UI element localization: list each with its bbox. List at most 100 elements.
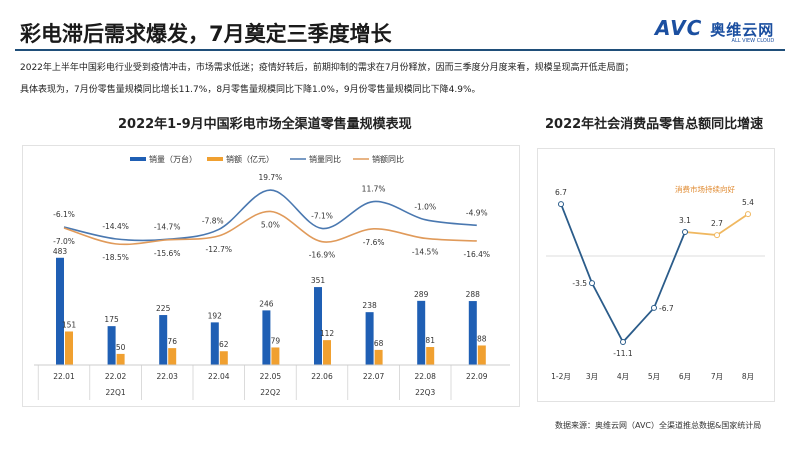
bar-value-label: 88 bbox=[477, 334, 487, 343]
intro-line-1: 2022年上半年中国彩电行业受到疫情冲击，市场需求低迷；疫情好转后，前期抑制的需… bbox=[20, 63, 634, 73]
x-tick-label: 6月 bbox=[679, 372, 691, 381]
bar-volume bbox=[56, 257, 64, 365]
x-tick-label: 22.09 bbox=[466, 372, 488, 381]
x-tick-label: 7月 bbox=[711, 372, 723, 381]
legend-label: 销额同比 bbox=[372, 154, 404, 164]
bar-value-label: 81 bbox=[425, 336, 435, 345]
data-point bbox=[682, 228, 688, 235]
legend-swatch bbox=[207, 157, 223, 161]
volume-yoy-label: 19.7% bbox=[258, 173, 282, 182]
x-tick-label: 22.06 bbox=[311, 372, 333, 381]
x-tick-label: 8月 bbox=[742, 372, 754, 381]
volume-yoy-line bbox=[63, 189, 477, 242]
bar-volume bbox=[314, 287, 322, 365]
data-label: 6.7 bbox=[555, 188, 567, 197]
bar-volume-label: 225 bbox=[156, 304, 171, 313]
value-yoy-label: -12.7% bbox=[206, 245, 233, 254]
data-label: 2.7 bbox=[711, 219, 723, 228]
legend-label: 销量（万台） bbox=[149, 154, 197, 164]
bar-volume bbox=[107, 326, 116, 365]
data-label: -6.7 bbox=[659, 304, 674, 313]
data-label: 5.4 bbox=[742, 198, 754, 207]
legend-label: 销量同比 bbox=[309, 154, 341, 164]
avc-logo: AVC 奥维云网 ALL VIEW CLOUD bbox=[655, 16, 775, 44]
annotation: 消费市场持续向好 bbox=[675, 184, 735, 194]
intro-line-2: 具体表现为，7月份零售量规模同比增长11.7%，8月零售量规模同比下降1.0%，… bbox=[20, 85, 481, 95]
title-divider bbox=[15, 49, 785, 51]
value-yoy-label: -7.6% bbox=[363, 238, 385, 247]
x-tick-label: 1-2月 bbox=[551, 372, 571, 381]
data-point bbox=[620, 339, 626, 346]
value-yoy-label: -16.9% bbox=[309, 251, 336, 260]
bar-value-label: 50 bbox=[116, 343, 126, 352]
x-tick-label: 5月 bbox=[648, 372, 660, 381]
retail-growth-line bbox=[560, 203, 686, 344]
bar-volume-label: 238 bbox=[362, 301, 377, 310]
data-point bbox=[745, 211, 751, 218]
volume-yoy-label: -4.9% bbox=[466, 208, 488, 217]
value-yoy-label: -14.5% bbox=[412, 247, 439, 256]
bar-value bbox=[323, 340, 331, 365]
bar-volume-label: 351 bbox=[311, 276, 326, 285]
data-point bbox=[558, 201, 564, 208]
x-tick-label: 3月 bbox=[586, 372, 598, 381]
volume-yoy-label: -6.1% bbox=[53, 210, 75, 219]
left-chart-title: 2022年1-9月中国彩电市场全渠道零售量规模表现 bbox=[118, 117, 412, 132]
value-yoy-label: -18.5% bbox=[102, 253, 129, 262]
bar-volume-label: 175 bbox=[104, 315, 119, 324]
data-point bbox=[589, 280, 595, 287]
x-tick-label: 22.07 bbox=[363, 372, 385, 381]
bar-value-label: 151 bbox=[62, 320, 77, 329]
value-yoy-label: -7.0% bbox=[53, 237, 75, 246]
volume-yoy-label: -7.8% bbox=[202, 216, 224, 225]
bar-volume bbox=[262, 310, 271, 365]
bar-value-label: 79 bbox=[271, 336, 281, 345]
bar-value bbox=[219, 351, 228, 365]
volume-yoy-label: -14.7% bbox=[154, 222, 181, 231]
legend-swatch bbox=[130, 157, 146, 161]
volume-yoy-label: -14.4% bbox=[102, 222, 129, 231]
quarter-label: 22Q3 bbox=[415, 388, 435, 397]
bar-volume-label: 288 bbox=[466, 290, 481, 299]
page-title: 彩电滞后需求爆发，7月奠定三季度增长 bbox=[20, 22, 392, 46]
right-chart-title: 2022年社会消费品零售总额同比增速 bbox=[545, 117, 764, 132]
bar-value bbox=[426, 347, 435, 365]
volume-yoy-label: 11.7% bbox=[362, 185, 386, 194]
data-label: -3.5 bbox=[572, 279, 587, 288]
quarter-label: 22Q1 bbox=[105, 388, 125, 397]
bar-value bbox=[116, 353, 125, 365]
x-tick-label: 22.08 bbox=[414, 372, 436, 381]
quarter-label: 22Q2 bbox=[260, 388, 280, 397]
x-tick-label: 22.04 bbox=[208, 372, 230, 381]
bar-volume-label: 289 bbox=[414, 290, 429, 299]
x-tick-label: 22.05 bbox=[260, 372, 282, 381]
bar-volume bbox=[210, 322, 219, 365]
bar-value-label: 62 bbox=[219, 340, 229, 349]
bar-value-label: 68 bbox=[374, 339, 384, 348]
left-chart-panel bbox=[22, 145, 520, 407]
bar-volume bbox=[417, 300, 426, 365]
bar-volume-label: 246 bbox=[259, 299, 274, 308]
data-point bbox=[651, 304, 657, 311]
volume-yoy-label: -7.1% bbox=[311, 211, 333, 220]
legend-label: 销额（亿元） bbox=[226, 154, 274, 164]
x-tick-label: 22.02 bbox=[105, 372, 127, 381]
bar-volume-label: 192 bbox=[208, 311, 223, 320]
bar-value bbox=[65, 331, 73, 365]
bar-value bbox=[271, 347, 280, 365]
x-tick-label: 22.01 bbox=[53, 372, 75, 381]
data-source: 数据来源：奥维云网（AVC）全渠道推总数据&国家统计局 bbox=[555, 421, 762, 430]
bar-volume bbox=[468, 301, 477, 365]
x-tick-label: 4月 bbox=[617, 372, 629, 381]
value-yoy-line bbox=[63, 210, 477, 246]
volume-yoy-label: -1.0% bbox=[414, 203, 436, 212]
bar-value-label: 112 bbox=[320, 329, 335, 338]
bar-volume bbox=[159, 315, 168, 365]
data-point bbox=[714, 232, 720, 239]
right-chart-panel bbox=[537, 148, 775, 402]
data-label: -11.1 bbox=[613, 349, 633, 358]
bar-value-label: 76 bbox=[167, 337, 177, 346]
value-yoy-label: 5.0% bbox=[261, 220, 280, 229]
value-yoy-label: -16.4% bbox=[464, 250, 491, 259]
